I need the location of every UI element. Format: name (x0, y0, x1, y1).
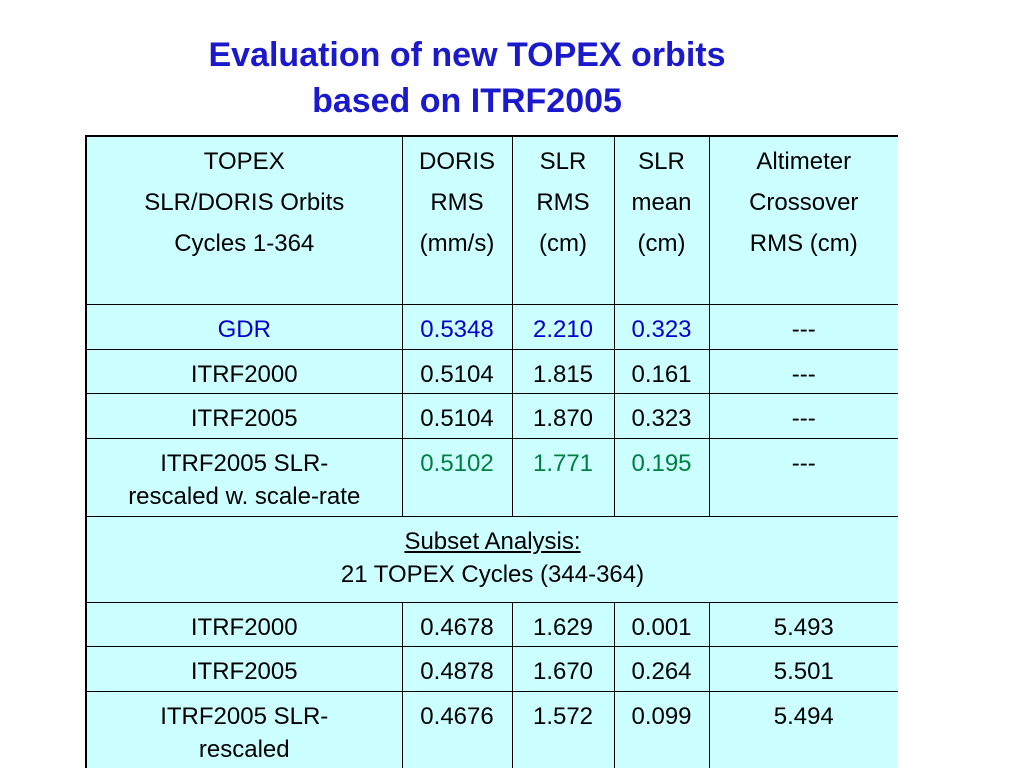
value-cell: 0.5104 (401, 348, 513, 394)
row-label: ITRF2005 (85, 392, 403, 439)
data-row: ITRF2000 0.5104 1.815 0.161 --- (85, 348, 898, 394)
value-cell: 0.4878 (401, 645, 513, 692)
header-cell: DORIS RMS (mm/s) (401, 135, 513, 305)
header-line: Crossover (749, 189, 859, 216)
subset-cell: Subset Analysis: 21 TOPEX Cycles (344-364… (85, 515, 898, 603)
header-cell: Altimeter Crossover RMS (cm) (708, 135, 898, 305)
value-cell: 1.870 (511, 392, 615, 439)
header-cell: SLR RMS (cm) (511, 135, 615, 305)
value-cell: 1.629 (511, 601, 615, 647)
data-row: ITRF2005 SLR-rescaled w. scale-rate 0.510… (85, 437, 898, 517)
label-line: ITRF2005 (190, 657, 298, 685)
results-table: TOPEX SLR/DORIS Orbits Cycles 1-364 DORIS RM… (85, 135, 898, 768)
value-cell: 1.815 (511, 348, 615, 394)
value-cell: 1.670 (511, 645, 615, 692)
value-cell: 0.264 (613, 645, 710, 692)
value-cell: --- (708, 303, 898, 350)
header-line: SLR (638, 148, 685, 175)
value-cell: 5.494 (708, 690, 898, 768)
value-cell: 0.4678 (401, 601, 513, 647)
value-cell: 1.572 (511, 690, 615, 768)
header-line: RMS (cm) (749, 230, 858, 257)
row-label: ITRF2000 (85, 601, 403, 647)
header-line: SLR/DORIS Orbits (144, 189, 345, 216)
data-row: ITRF2005 SLR-rescaled 0.4676 1.572 0.099 5.4… (85, 690, 898, 768)
subset-text: 21 TOPEX Cycles (344-364) (340, 560, 645, 588)
value-cell: 5.501 (708, 645, 898, 692)
header-line: (mm/s) (419, 230, 495, 257)
label-line: ITRF2000 (190, 613, 298, 641)
row-label: ITRF2000 (85, 348, 403, 394)
value-cell: 0.161 (613, 348, 710, 394)
table-wrap: TOPEX SLR/DORIS Orbits Cycles 1-364 DORIS RM… (85, 135, 898, 768)
row-label: ITRF2005 (85, 645, 403, 692)
header-cell: TOPEX SLR/DORIS Orbits Cycles 1-364 (85, 135, 403, 305)
row-label: ITRF2005 SLR-rescaled (85, 690, 403, 768)
value-cell: --- (708, 348, 898, 394)
value-cell: 0.5348 (401, 303, 513, 350)
label-line: ITRF2005 SLR- (160, 449, 329, 477)
data-row: ITRF2005 0.5104 1.870 0.323 --- (85, 392, 898, 439)
subset-heading: Subset Analysis: (404, 527, 581, 555)
header-cell: SLR mean (cm) (613, 135, 710, 305)
row-label: ITRF2005 SLR-rescaled w. scale-rate (85, 437, 403, 517)
data-row: ITRF2005 0.4878 1.670 0.264 5.501 (85, 645, 898, 692)
label-line: ITRF2005 (190, 404, 298, 432)
value-cell: --- (708, 392, 898, 439)
header-line: (cm) (637, 230, 686, 257)
header-line: Altimeter (756, 148, 852, 175)
label-line: ITRF2000 (190, 360, 298, 388)
header-line: SLR (539, 148, 587, 175)
header-line: (cm) (539, 230, 587, 257)
header-line: Cycles 1-364 (174, 230, 315, 257)
label-line: GDR (217, 315, 271, 343)
row-label: GDR (85, 303, 403, 350)
value-cell: 0.195 (613, 437, 710, 517)
value-cell: 0.5104 (401, 392, 513, 439)
header-row: TOPEX SLR/DORIS Orbits Cycles 1-364 DORIS RM… (85, 135, 898, 305)
header-line: DORIS (418, 148, 495, 175)
title-line: Evaluation of new TOPEX orbits (208, 36, 726, 74)
value-cell: 0.323 (613, 392, 710, 439)
header-line: RMS (536, 189, 590, 216)
value-cell: --- (708, 437, 898, 517)
value-cell: 2.210 (511, 303, 615, 350)
value-cell: 0.5102 (401, 437, 513, 517)
subset-heading-line: Subset Analysis: (89, 525, 896, 558)
value-cell: 5.493 (708, 601, 898, 647)
slide-title: Evaluation of new TOPEX orbits based on I… (0, 32, 934, 124)
header-line: TOPEX (203, 148, 285, 175)
header-line: mean (631, 189, 692, 216)
label-line: rescaled w. scale-rate (128, 482, 361, 510)
data-row: ITRF2000 0.4678 1.629 0.001 5.493 (85, 601, 898, 647)
value-cell: 0.099 (613, 690, 710, 768)
value-cell: 0.001 (613, 601, 710, 647)
subset-row: Subset Analysis: 21 TOPEX Cycles (344-364… (85, 515, 898, 603)
data-row: GDR 0.5348 2.210 0.323 --- (85, 303, 898, 350)
label-line: rescaled (198, 735, 290, 763)
value-cell: 0.4676 (401, 690, 513, 768)
title-line: based on ITRF2005 (312, 82, 622, 120)
label-line: ITRF2005 SLR- (160, 702, 329, 730)
value-cell: 0.323 (613, 303, 710, 350)
header-line: RMS (430, 189, 484, 216)
value-cell: 1.771 (511, 437, 615, 517)
